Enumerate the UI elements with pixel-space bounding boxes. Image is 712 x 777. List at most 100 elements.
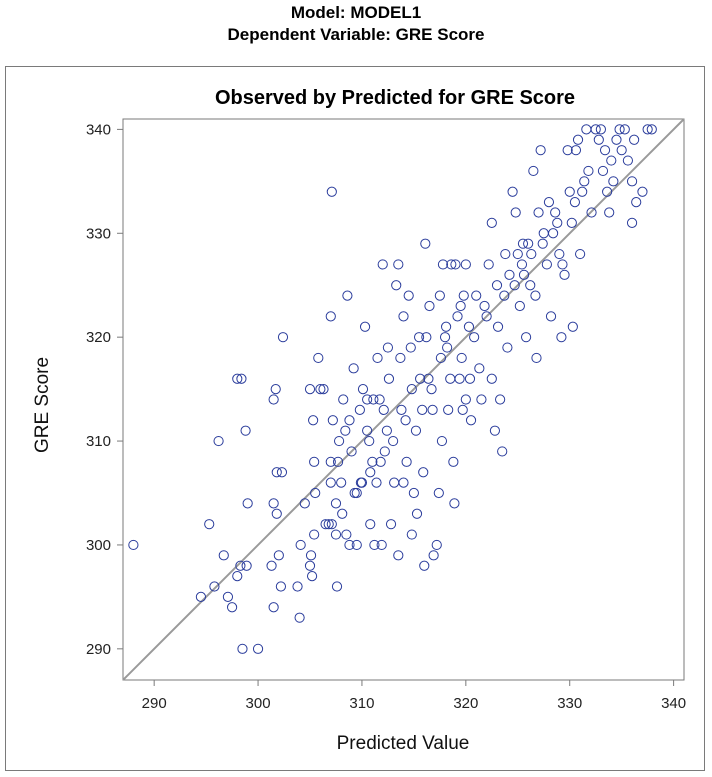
- data-point: [637, 186, 648, 197]
- data-point: [554, 248, 565, 260]
- data-point: [348, 363, 359, 374]
- data-point: [423, 373, 434, 384]
- data-point: [292, 581, 303, 592]
- data-point: [413, 332, 425, 343]
- data-point: [337, 508, 348, 519]
- y-tick-label: 300: [86, 537, 111, 554]
- data-point: [559, 269, 570, 280]
- data-point: [357, 384, 369, 395]
- data-point: [359, 321, 371, 332]
- data-point: [270, 384, 281, 395]
- data-point: [295, 539, 306, 551]
- data-point: [517, 238, 529, 249]
- data-point: [271, 467, 282, 478]
- data-point: [642, 124, 653, 135]
- data-point: [273, 550, 284, 561]
- data-point: [599, 145, 611, 156]
- data-point: [294, 612, 305, 623]
- data-point: [463, 321, 475, 332]
- data-point: [528, 165, 539, 177]
- data-point: [351, 539, 362, 551]
- data-point: [226, 602, 238, 613]
- data-point: [344, 539, 355, 551]
- data-point: [530, 290, 541, 301]
- data-point: [240, 425, 251, 436]
- data-point: [460, 394, 471, 405]
- data-point: [427, 404, 438, 415]
- data-point: [401, 456, 412, 467]
- data-point: [389, 477, 400, 488]
- x-tick-label: 340: [661, 695, 686, 712]
- data-point: [417, 404, 428, 415]
- x-tick-label: 290: [142, 695, 167, 712]
- data-point: [236, 373, 247, 384]
- data-point: [545, 311, 557, 322]
- y-tick-label: 310: [86, 433, 111, 450]
- data-point: [450, 259, 461, 270]
- data-point: [218, 550, 229, 561]
- data-point: [406, 384, 417, 395]
- data-point: [342, 290, 353, 301]
- data-point: [602, 186, 613, 197]
- chart-header: Model: MODEL1 Dependent Variable: GRE Sc…: [0, 2, 712, 46]
- data-point: [385, 519, 397, 530]
- data-point: [371, 477, 382, 488]
- data-point: [379, 446, 390, 457]
- data-point: [305, 550, 317, 561]
- data-point: [437, 259, 449, 270]
- data-point: [590, 124, 601, 135]
- data-point: [500, 248, 511, 260]
- data-point: [304, 560, 316, 571]
- data-point: [268, 394, 279, 405]
- data-point: [483, 259, 494, 270]
- data-point: [419, 560, 430, 571]
- data-point: [354, 404, 365, 415]
- data-point: [391, 280, 402, 291]
- data-point: [356, 477, 368, 488]
- y-tick-label: 340: [86, 121, 111, 138]
- data-point: [486, 373, 497, 384]
- data-point: [537, 238, 548, 249]
- data-point: [502, 342, 513, 353]
- data-point: [454, 373, 465, 384]
- data-point: [213, 435, 224, 447]
- data-point: [372, 352, 383, 364]
- data-point: [476, 394, 487, 405]
- data-point: [309, 529, 320, 540]
- data-point: [445, 373, 456, 384]
- data-point: [326, 186, 337, 197]
- data-point: [622, 155, 634, 166]
- data-point: [597, 165, 609, 177]
- data-point: [336, 477, 347, 488]
- data-point: [331, 581, 343, 592]
- data-point: [349, 487, 360, 499]
- data-point: [396, 404, 407, 415]
- data-point: [631, 197, 642, 208]
- data-point: [333, 435, 345, 447]
- y-tick-label: 290: [86, 641, 111, 658]
- data-point: [393, 259, 404, 270]
- data-point: [504, 269, 515, 280]
- data-point: [518, 269, 530, 280]
- data-point: [543, 197, 555, 208]
- data-point: [266, 560, 277, 571]
- data-point: [572, 134, 584, 145]
- data-point: [327, 415, 338, 426]
- data-point: [446, 259, 457, 270]
- data-point: [616, 145, 627, 156]
- data-point: [237, 643, 248, 654]
- y-tick-label: 330: [86, 225, 111, 242]
- data-point: [525, 280, 536, 291]
- data-point: [575, 248, 586, 260]
- data-point: [325, 456, 336, 467]
- data-point: [421, 332, 432, 343]
- data-point: [346, 446, 357, 457]
- data-point: [523, 238, 534, 249]
- data-point: [374, 394, 385, 405]
- data-point: [365, 519, 376, 530]
- plot-area: [122, 118, 685, 681]
- data-point: [471, 290, 482, 301]
- data-point: [455, 300, 466, 312]
- data-point: [364, 435, 375, 447]
- data-point: [449, 498, 460, 509]
